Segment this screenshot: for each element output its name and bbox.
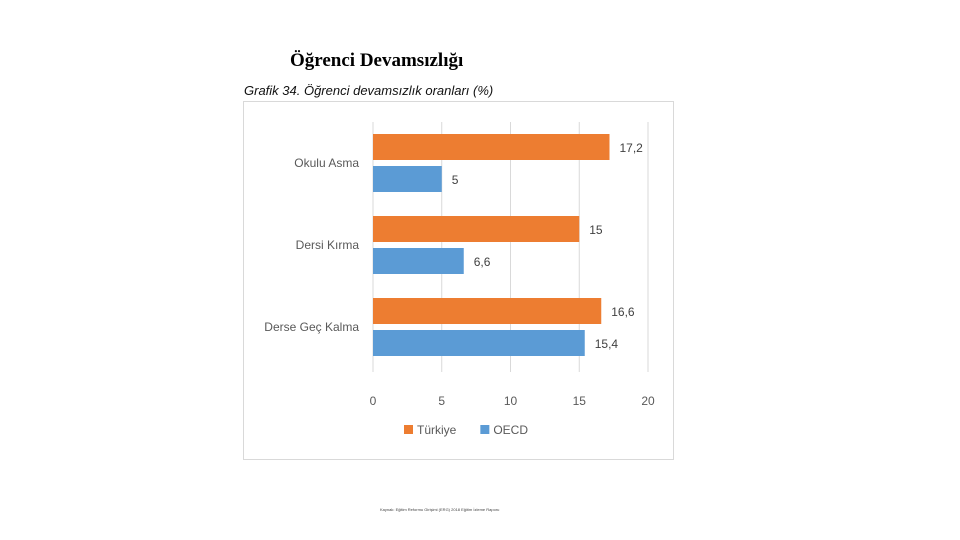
category-labels: Okulu Asma Dersi Kırma Derse Geç Kalma <box>264 156 359 334</box>
data-label: 15,4 <box>595 337 619 351</box>
bar-t-rkiye <box>373 216 580 242</box>
legend-swatch <box>404 425 413 434</box>
source-footnote: Kaynak: Eğitim Reformu Girişimi (ERG) 20… <box>380 507 500 512</box>
x-tick-label: 5 <box>438 394 445 408</box>
bar-t-rkiye <box>373 298 602 324</box>
bar-oecd <box>373 166 442 192</box>
category-label: Derse Geç Kalma <box>264 320 359 334</box>
data-label: 6,6 <box>474 255 491 269</box>
category-label: Okulu Asma <box>294 156 359 170</box>
legend-label: OECD <box>493 423 528 437</box>
data-label: 16,6 <box>611 305 635 319</box>
bar-t-rkiye <box>373 134 610 160</box>
bar-chart: 17,2 5 15 6,6 16,6 15,4 Okulu Asma Dersi Kırma… <box>264 122 655 437</box>
bar-oecd <box>373 248 464 274</box>
category-label: Dersi Kırma <box>296 238 360 252</box>
data-label: 5 <box>452 173 459 187</box>
x-tick-label: 15 <box>573 394 587 408</box>
data-label: 15 <box>589 223 603 237</box>
x-tick-label: 0 <box>370 394 377 408</box>
bar-oecd <box>373 330 585 356</box>
chart-caption: Grafik 34. Öğrenci devamsızlık oranları … <box>244 83 494 98</box>
data-labels: 17,2 5 15 6,6 16,6 15,4 <box>452 141 643 351</box>
bars <box>373 134 610 356</box>
legend-swatch <box>480 425 490 434</box>
slide-title: Öğrenci Devamsızlığı <box>290 50 464 71</box>
data-label: 17,2 <box>620 141 644 155</box>
legend-label: Türkiye <box>417 423 457 437</box>
x-tick-label: 20 <box>641 394 655 408</box>
legend: Türkiye OECD <box>404 423 528 437</box>
x-axis-ticks: 0 5 10 15 20 <box>370 394 655 408</box>
chart-frame: 17,2 5 15 6,6 16,6 15,4 Okulu Asma Dersi Kırma… <box>243 101 674 460</box>
x-tick-label: 10 <box>504 394 518 408</box>
